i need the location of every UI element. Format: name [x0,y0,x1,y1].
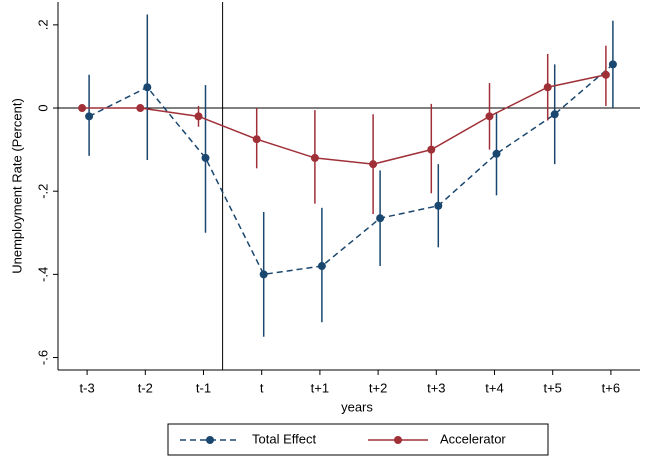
point [550,110,559,119]
point [259,270,268,279]
x-tick-label: t+3 [427,380,445,395]
y-tick-label: 0 [35,104,50,111]
x-tick-label: t+2 [369,380,387,395]
x-tick-label: t [260,380,264,395]
x-tick-label: t+1 [311,380,329,395]
y-tick-label: -.6 [35,350,50,365]
point [485,112,494,121]
legend-box [167,423,549,456]
point [78,104,87,113]
point [376,214,385,223]
y-tick-label: .2 [35,19,50,30]
point [492,149,501,158]
x-tick-label: t-1 [196,380,211,395]
point [317,262,326,271]
x-axis-label: years [341,399,373,414]
point [310,153,319,162]
legend-marker [394,436,402,444]
y-tick-label: -.2 [35,184,50,199]
series-line [88,63,614,276]
point [85,112,94,121]
y-tick-label: -.4 [35,267,50,282]
point [601,70,610,79]
y-axis-label: Unemployment Rate (Percent) [9,98,24,274]
x-tick-label: t-3 [80,380,95,395]
point [136,104,145,113]
legend-label: Total Effect [252,431,316,446]
point [201,153,210,162]
point [194,112,203,121]
point [543,83,552,92]
x-tick-label: t+6 [602,380,620,395]
x-tick-label: t+4 [485,380,503,395]
point [434,201,443,210]
x-tick-label: t+5 [543,380,561,395]
point [252,135,261,144]
series-line [82,74,607,165]
x-tick-label: t-2 [138,380,153,395]
legend-label: Accelerator [440,431,506,446]
point [143,83,152,92]
point [369,160,378,169]
point [608,60,617,69]
point [427,145,436,154]
legend-marker [206,436,214,444]
